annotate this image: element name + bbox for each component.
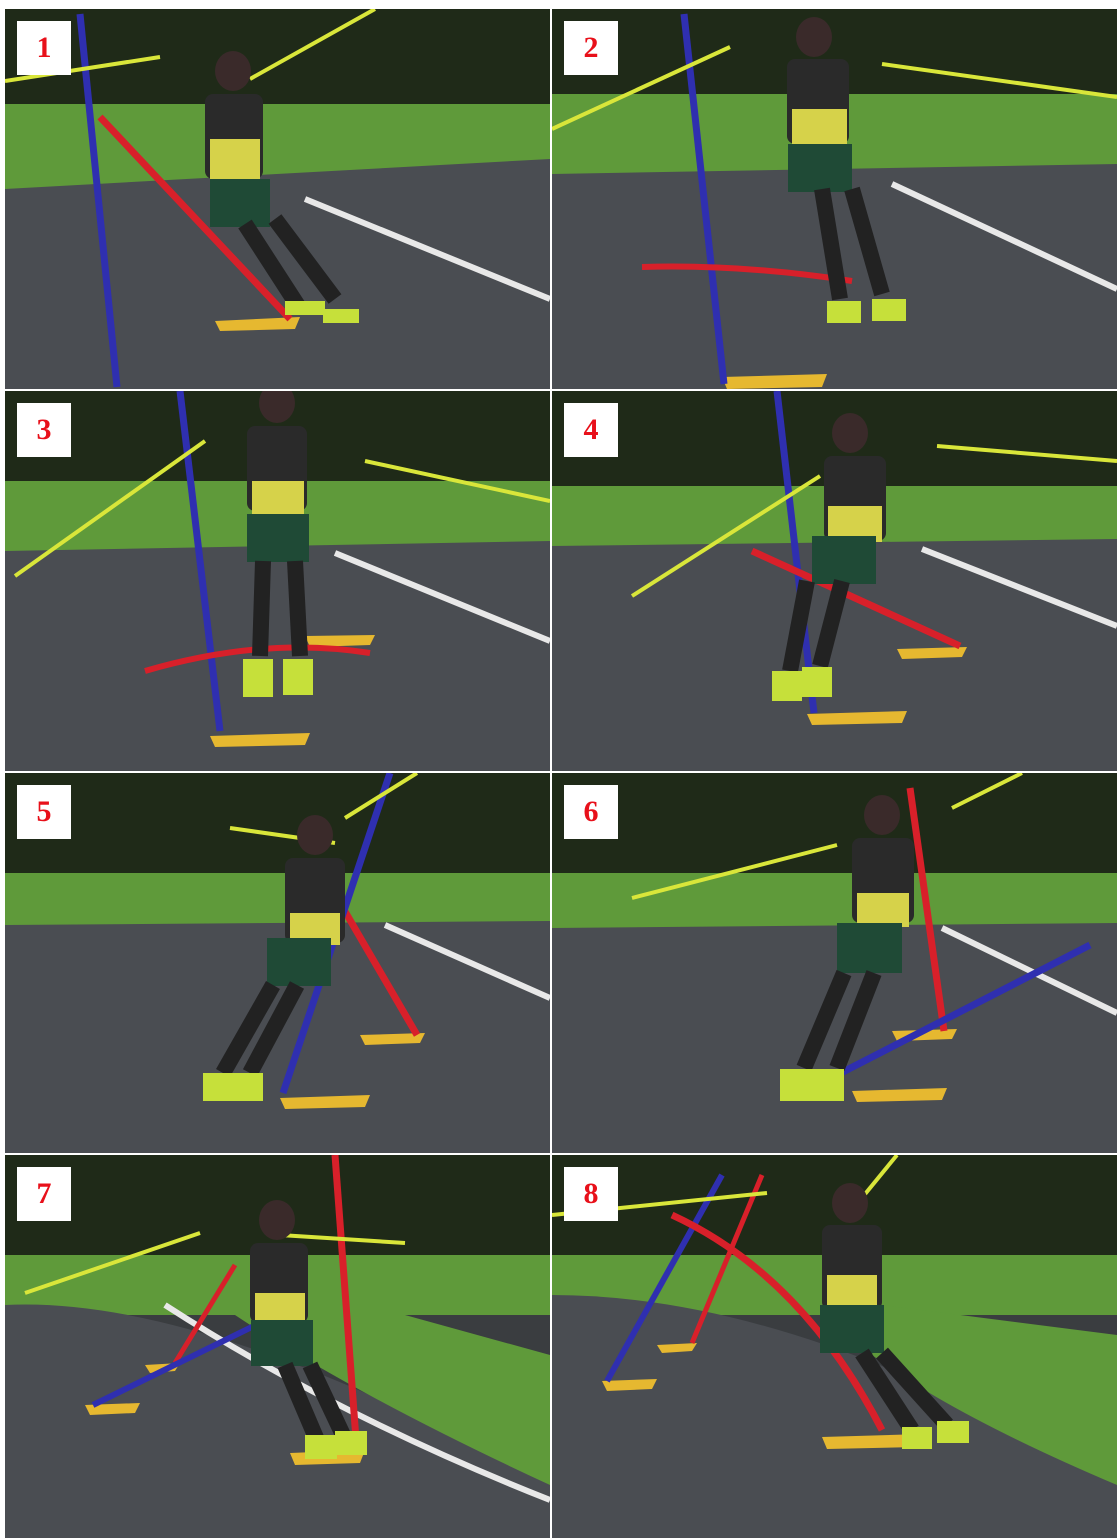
photo-frame-8: 8 (552, 1155, 1117, 1538)
skater-scene (5, 9, 550, 389)
skater-scene (5, 773, 550, 1153)
photo-frame-7: 7 (5, 1155, 550, 1538)
frame-number-label: 7 (17, 1167, 71, 1221)
frame-number-label: 4 (564, 403, 618, 457)
frame-number-label: 6 (564, 785, 618, 839)
skater-scene (552, 773, 1117, 1153)
frame-number-label: 2 (564, 21, 618, 75)
photo-frame-3: 3 (5, 391, 550, 771)
frame-number-label: 1 (17, 21, 71, 75)
photo-frame-4: 4 (552, 391, 1117, 771)
frame-number-label: 5 (17, 785, 71, 839)
photo-sequence-grid: 1 2 (5, 9, 1117, 1538)
photo-frame-1: 1 (5, 9, 550, 389)
skater-scene (552, 391, 1117, 771)
photo-frame-2: 2 (552, 9, 1117, 389)
frame-number-label: 3 (17, 403, 71, 457)
skater-scene (552, 1155, 1117, 1538)
skater-scene (5, 1155, 550, 1538)
photo-frame-5: 5 (5, 773, 550, 1153)
frame-number-label: 8 (564, 1167, 618, 1221)
photo-frame-6: 6 (552, 773, 1117, 1153)
skater-scene (552, 9, 1117, 389)
skater-scene (5, 391, 550, 771)
